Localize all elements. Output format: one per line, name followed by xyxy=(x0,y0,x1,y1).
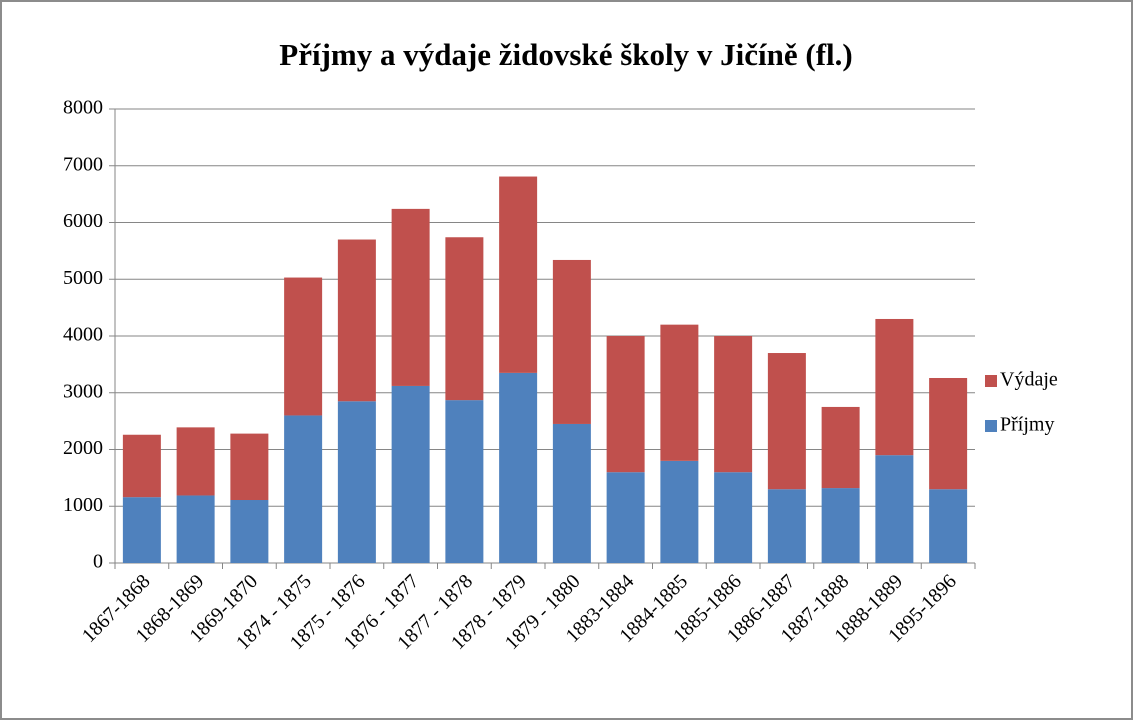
bar-segment xyxy=(714,336,753,473)
bar-segment xyxy=(337,401,376,563)
chart-title: Příjmy a výdaje židovské školy v Jičíně … xyxy=(279,37,852,72)
bar-segment xyxy=(552,259,591,424)
bar-segment xyxy=(176,495,215,563)
bar-segment xyxy=(391,208,430,386)
y-tick-label: 4000 xyxy=(63,324,103,346)
bar-segment xyxy=(284,277,323,416)
bar-segment xyxy=(821,488,860,563)
y-tick-label: 3000 xyxy=(63,380,103,402)
y-tick-label: 2000 xyxy=(63,437,103,459)
bar-segment xyxy=(767,353,806,490)
bar-segment xyxy=(391,385,430,563)
bar-segment xyxy=(230,500,269,563)
bar-segment xyxy=(875,455,914,563)
bar-segment xyxy=(767,489,806,563)
y-tick-label: 0 xyxy=(93,551,103,573)
y-tick-label: 1000 xyxy=(63,494,103,516)
bar-segment xyxy=(929,377,968,490)
y-tick-label: 6000 xyxy=(63,210,103,232)
bar-segment xyxy=(714,472,753,563)
bar-segment xyxy=(606,336,645,473)
bar-segment xyxy=(230,433,269,501)
bar-segment xyxy=(929,489,968,563)
bar-segment xyxy=(660,324,699,461)
legend-swatch xyxy=(985,375,997,387)
legend-label: Příjmy xyxy=(1000,414,1054,436)
y-tick-label: 7000 xyxy=(63,153,103,175)
bar-segment xyxy=(122,434,161,498)
y-tick-label: 5000 xyxy=(63,267,103,289)
bar-segment xyxy=(499,372,538,563)
bar-segment xyxy=(875,318,914,456)
bar-segment xyxy=(284,415,323,563)
bar-segment xyxy=(660,460,699,563)
bar-segment xyxy=(499,176,538,373)
bar-segment xyxy=(821,406,860,489)
bar-segment xyxy=(122,497,161,563)
y-tick-label: 8000 xyxy=(63,97,103,119)
legend-label: Výdaje xyxy=(1000,369,1058,391)
bar-segment xyxy=(176,427,215,496)
bar-segment xyxy=(445,237,484,401)
bar-segment xyxy=(552,423,591,563)
bar-segment xyxy=(445,400,484,563)
legend-swatch xyxy=(985,420,997,432)
bar-segment xyxy=(337,239,376,402)
bar-segment xyxy=(606,472,645,563)
